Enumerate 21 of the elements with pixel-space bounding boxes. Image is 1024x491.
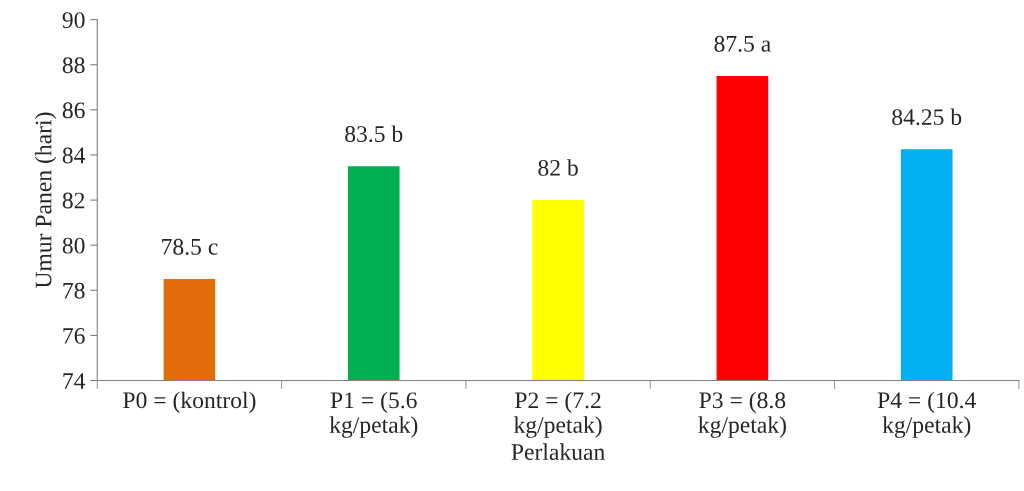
y-axis-title: Umur Panen (hari) xyxy=(34,112,57,289)
data-label: 82 b xyxy=(538,159,578,176)
x-axis-title: Perlakuan xyxy=(511,443,605,460)
x-tick-label: P1 = (5.6 kg/petak) xyxy=(329,391,418,438)
x-tick-label: P0 = (kontrol) xyxy=(123,391,256,414)
data-label: 78.5 c xyxy=(162,238,218,255)
y-tick-label: 88 xyxy=(62,57,85,74)
y-tick-label: 78 xyxy=(63,282,85,299)
y-tick-label: 86 xyxy=(62,102,85,119)
y-tick-label: 84 xyxy=(62,147,86,164)
y-tick-label: 80 xyxy=(62,237,85,254)
data-label: 83.5 b xyxy=(345,125,403,143)
x-tick-label: P4 = (10.4 kg/petak) xyxy=(877,391,976,438)
y-tick-label: 90 xyxy=(62,12,85,29)
data-label: 84.25 b xyxy=(892,108,962,126)
data-label: 87.5 a xyxy=(714,35,771,52)
x-tick-label: P3 = (8.8 kg/petak) xyxy=(698,391,786,438)
x-tick-label: P2 = (7.2 kg/petak) xyxy=(513,391,602,438)
y-tick-label: 82 xyxy=(62,192,85,209)
y-tick-label: 76 xyxy=(63,327,85,344)
y-tick-label: 74 xyxy=(63,373,86,389)
